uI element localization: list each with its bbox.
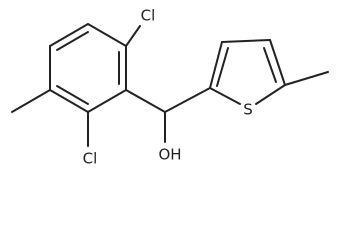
- double-bond-inner: [56, 85, 89, 105]
- atom-label: S: [243, 101, 253, 119]
- bond: [49, 89, 89, 113]
- bond: [125, 25, 141, 47]
- bond: [49, 23, 89, 47]
- double-bond-inner: [56, 31, 89, 51]
- bond: [221, 39, 271, 43]
- bond: [284, 71, 329, 86]
- bond: [11, 89, 51, 113]
- bond: [87, 23, 127, 47]
- atom-label: Cl: [83, 150, 98, 168]
- bond: [209, 41, 223, 89]
- structure-diagram: Cl Cl OH S: [11, 7, 329, 168]
- double-bond-inner: [216, 47, 229, 87]
- atom-label: Cl: [141, 7, 156, 25]
- bond: [255, 84, 286, 105]
- double-bond-inner: [263, 47, 277, 83]
- atom-label: OH: [158, 146, 181, 164]
- bonds: [11, 23, 329, 147]
- bond: [125, 89, 166, 113]
- bond: [209, 87, 241, 105]
- bond: [269, 39, 286, 86]
- bond: [87, 89, 127, 113]
- bond: [164, 87, 211, 113]
